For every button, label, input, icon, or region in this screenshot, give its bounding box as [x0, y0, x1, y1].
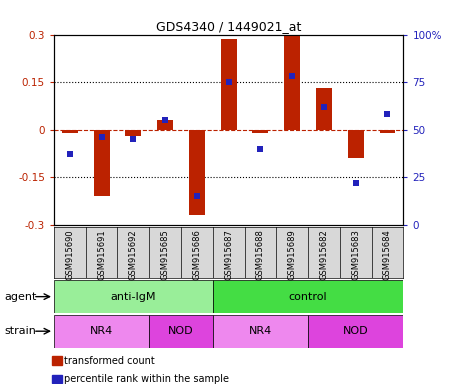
Text: NR4: NR4	[90, 326, 113, 336]
Text: transformed count: transformed count	[64, 356, 155, 366]
Title: GDS4340 / 1449021_at: GDS4340 / 1449021_at	[156, 20, 301, 33]
Text: NR4: NR4	[249, 326, 272, 336]
FancyBboxPatch shape	[54, 315, 149, 348]
Text: GSM915684: GSM915684	[383, 229, 392, 280]
Text: NOD: NOD	[168, 326, 194, 336]
Bar	[157, 120, 173, 130]
Bar	[125, 130, 141, 136]
Text: agent: agent	[5, 291, 37, 302]
Bar	[379, 130, 395, 133]
Text: strain: strain	[5, 326, 37, 336]
Text: GSM915685: GSM915685	[160, 229, 170, 280]
Text: GSM915687: GSM915687	[224, 229, 233, 280]
Bar	[62, 130, 78, 133]
Text: percentile rank within the sample: percentile rank within the sample	[64, 374, 229, 384]
Text: control: control	[289, 291, 327, 302]
Text: GSM915682: GSM915682	[319, 229, 328, 280]
Bar	[94, 130, 110, 196]
FancyBboxPatch shape	[54, 280, 213, 313]
Text: GSM915690: GSM915690	[65, 229, 74, 280]
Bar	[284, 36, 300, 130]
Text: GSM915689: GSM915689	[287, 229, 297, 280]
FancyBboxPatch shape	[308, 315, 403, 348]
Text: GSM915691: GSM915691	[97, 229, 106, 280]
FancyBboxPatch shape	[213, 280, 403, 313]
Text: GSM915692: GSM915692	[129, 229, 138, 280]
Text: GSM915688: GSM915688	[256, 229, 265, 280]
Text: GSM915683: GSM915683	[351, 229, 360, 280]
Bar	[252, 130, 268, 133]
Text: GSM915686: GSM915686	[192, 229, 201, 280]
Bar	[221, 39, 236, 130]
Text: anti-IgM: anti-IgM	[111, 291, 156, 302]
Bar	[348, 130, 363, 158]
Bar	[189, 130, 205, 215]
Text: NOD: NOD	[343, 326, 369, 336]
FancyBboxPatch shape	[213, 315, 308, 348]
FancyBboxPatch shape	[149, 315, 213, 348]
Bar	[316, 88, 332, 130]
